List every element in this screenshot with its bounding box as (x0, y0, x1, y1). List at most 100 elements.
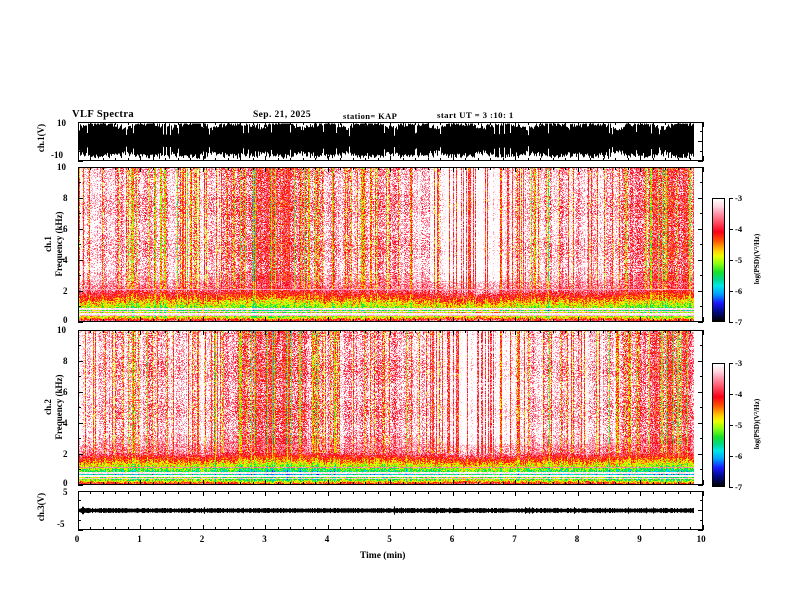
x-minor-tick (290, 482, 292, 485)
y-tick (698, 510, 703, 512)
x-major-tick (77, 330, 79, 335)
x-minor-tick (340, 122, 342, 125)
y-tick (700, 438, 703, 440)
x-major-tick (640, 167, 642, 172)
x-minor-tick (402, 167, 404, 170)
colorbar-tick-label: -7 (735, 317, 743, 327)
x-minor-tick (690, 319, 692, 322)
x-minor-tick (502, 167, 504, 170)
x-minor-tick (552, 330, 554, 333)
x-minor-tick (490, 319, 492, 322)
x-minor-tick (90, 482, 92, 485)
x-major-tick (640, 480, 642, 485)
y-tick (78, 121, 83, 123)
x-minor-tick (227, 482, 229, 485)
x-minor-tick (277, 330, 279, 333)
x-major-tick (452, 122, 454, 127)
x-minor-tick (152, 482, 154, 485)
x-major-tick (640, 122, 642, 127)
x-minor-tick (302, 491, 304, 494)
x-minor-tick (165, 167, 167, 170)
x-minor-tick (652, 330, 654, 333)
x-minor-tick (152, 167, 154, 170)
x-minor-tick (677, 482, 679, 485)
x-major-tick (702, 330, 704, 335)
colorbar-tick (729, 259, 733, 261)
x-minor-tick (440, 482, 442, 485)
x-minor-tick (302, 167, 304, 170)
x-minor-tick (365, 527, 367, 530)
x-major-tick (640, 491, 642, 496)
x-minor-tick (615, 158, 617, 161)
x-minor-tick (152, 158, 154, 161)
x-minor-tick (227, 167, 229, 170)
x-minor-tick (565, 167, 567, 170)
x-minor-tick (215, 122, 217, 125)
x-minor-tick (627, 330, 629, 333)
x-major-tick (77, 525, 79, 530)
x-minor-tick (165, 122, 167, 125)
x-major-tick (640, 525, 642, 530)
ch1-spec-ytick-2: 2 (63, 286, 68, 296)
x-minor-tick (440, 167, 442, 170)
ch3-waveform-canvas (79, 492, 702, 529)
colorbar-tick-label: -6 (735, 451, 743, 461)
x-minor-tick (602, 330, 604, 333)
x-tick-label: 1 (137, 534, 142, 544)
x-major-tick (515, 156, 517, 161)
x-minor-tick (127, 330, 129, 333)
x-minor-tick (290, 158, 292, 161)
y-tick (698, 360, 703, 362)
x-minor-tick (377, 158, 379, 161)
x-minor-tick (152, 319, 154, 322)
x-minor-tick (127, 319, 129, 322)
x-minor-tick (365, 167, 367, 170)
x-minor-tick (352, 158, 354, 161)
x-minor-tick (302, 158, 304, 161)
x-minor-tick (690, 122, 692, 125)
x-minor-tick (240, 482, 242, 485)
y-tick (700, 275, 703, 277)
ch3-wave-ytick-bottom: -5 (57, 519, 65, 529)
y-tick (78, 197, 83, 199)
x-minor-tick (115, 330, 117, 333)
x-major-tick (390, 525, 392, 530)
x-minor-tick (340, 167, 342, 170)
x-major-tick (202, 156, 204, 161)
colorbar-tick (729, 393, 733, 395)
x-major-tick (390, 156, 392, 161)
x-minor-tick (415, 167, 417, 170)
y-tick (700, 345, 703, 347)
x-minor-tick (227, 319, 229, 322)
x-minor-tick (490, 158, 492, 161)
x-minor-tick (290, 122, 292, 125)
x-major-tick (77, 122, 79, 127)
x-major-tick (265, 480, 267, 485)
colorbar-tick (729, 197, 733, 199)
colorbar-tick-label: -5 (735, 420, 743, 430)
y-tick (698, 484, 703, 486)
x-minor-tick (252, 330, 254, 333)
x-minor-tick (115, 158, 117, 161)
x-minor-tick (315, 158, 317, 161)
x-minor-tick (340, 319, 342, 322)
x-minor-tick (502, 122, 504, 125)
x-minor-tick (665, 330, 667, 333)
x-minor-tick (615, 491, 617, 494)
x-axis-label: Time (min) (360, 551, 406, 561)
x-minor-tick (427, 491, 429, 494)
plot-station: station= KAP (343, 111, 398, 121)
y-tick (78, 453, 83, 455)
ch1-spec-ytick-4: 4 (63, 255, 68, 265)
x-minor-tick (602, 491, 604, 494)
x-minor-tick (565, 491, 567, 494)
x-major-tick (452, 317, 454, 322)
x-minor-tick (490, 527, 492, 530)
x-minor-tick (190, 527, 192, 530)
x-minor-tick (677, 122, 679, 125)
x-minor-tick (290, 527, 292, 530)
x-minor-tick (152, 122, 154, 125)
x-minor-tick (440, 491, 442, 494)
x-major-tick (265, 317, 267, 322)
